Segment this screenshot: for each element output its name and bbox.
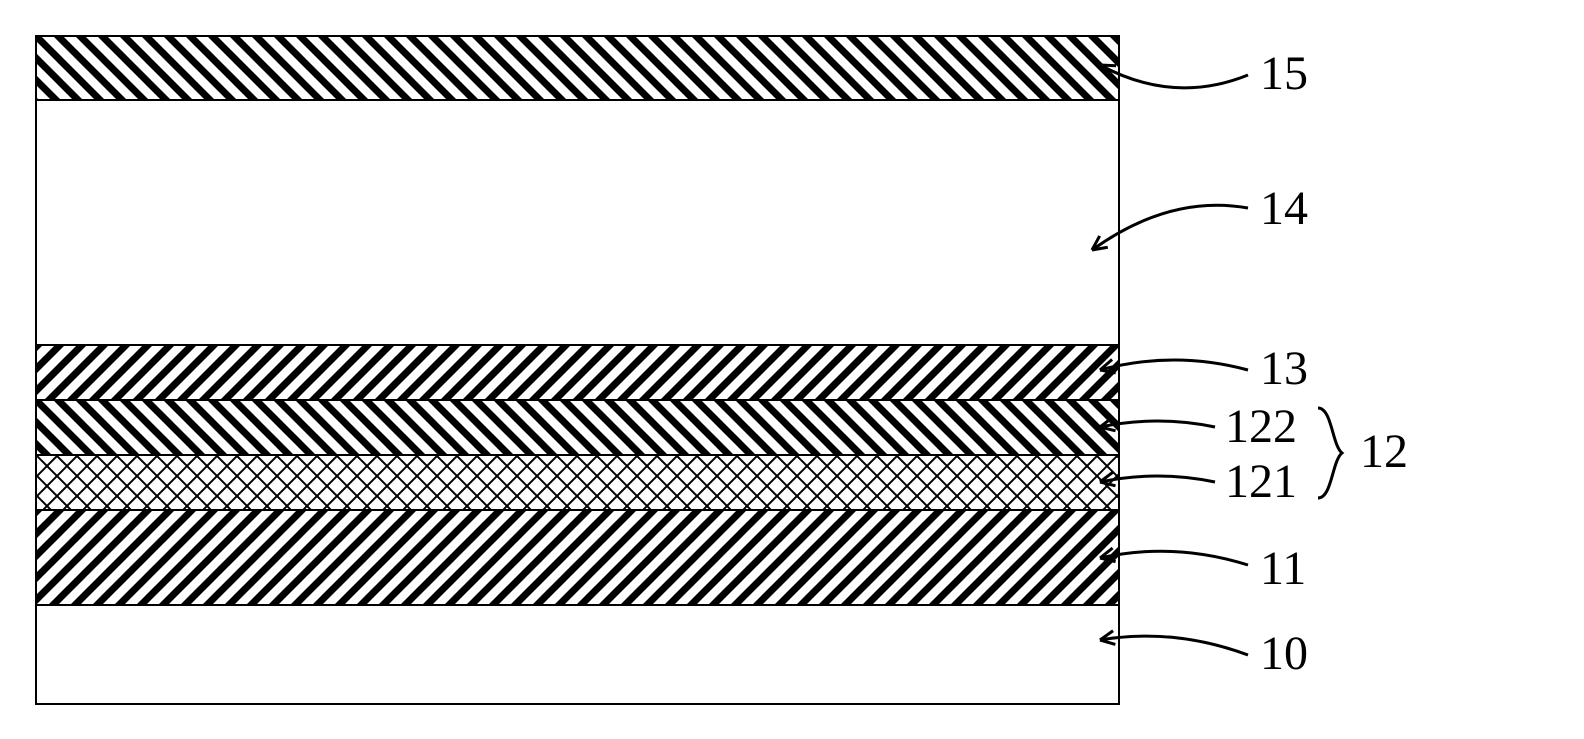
- callout-label-14: 14: [1260, 185, 1308, 233]
- layer-14: [37, 99, 1118, 344]
- layer-10: [37, 604, 1118, 703]
- callout-label-13: 13: [1260, 345, 1308, 393]
- callout-label-15: 15: [1260, 50, 1308, 98]
- callout-label-121: 121: [1225, 458, 1297, 506]
- layer-122: [37, 399, 1118, 454]
- callout-label-122: 122: [1225, 403, 1297, 451]
- group-label-12: 12: [1360, 428, 1408, 476]
- layer-diagram: 15 14 13 122 121 11 10 12: [20, 20, 1584, 719]
- callout-label-11: 11: [1260, 545, 1306, 593]
- layer-13: [37, 344, 1118, 399]
- layer-stack: [35, 35, 1120, 705]
- layer-15: [37, 37, 1118, 99]
- callout-label-10: 10: [1260, 630, 1308, 678]
- layer-121: [37, 454, 1118, 509]
- layer-11: [37, 509, 1118, 604]
